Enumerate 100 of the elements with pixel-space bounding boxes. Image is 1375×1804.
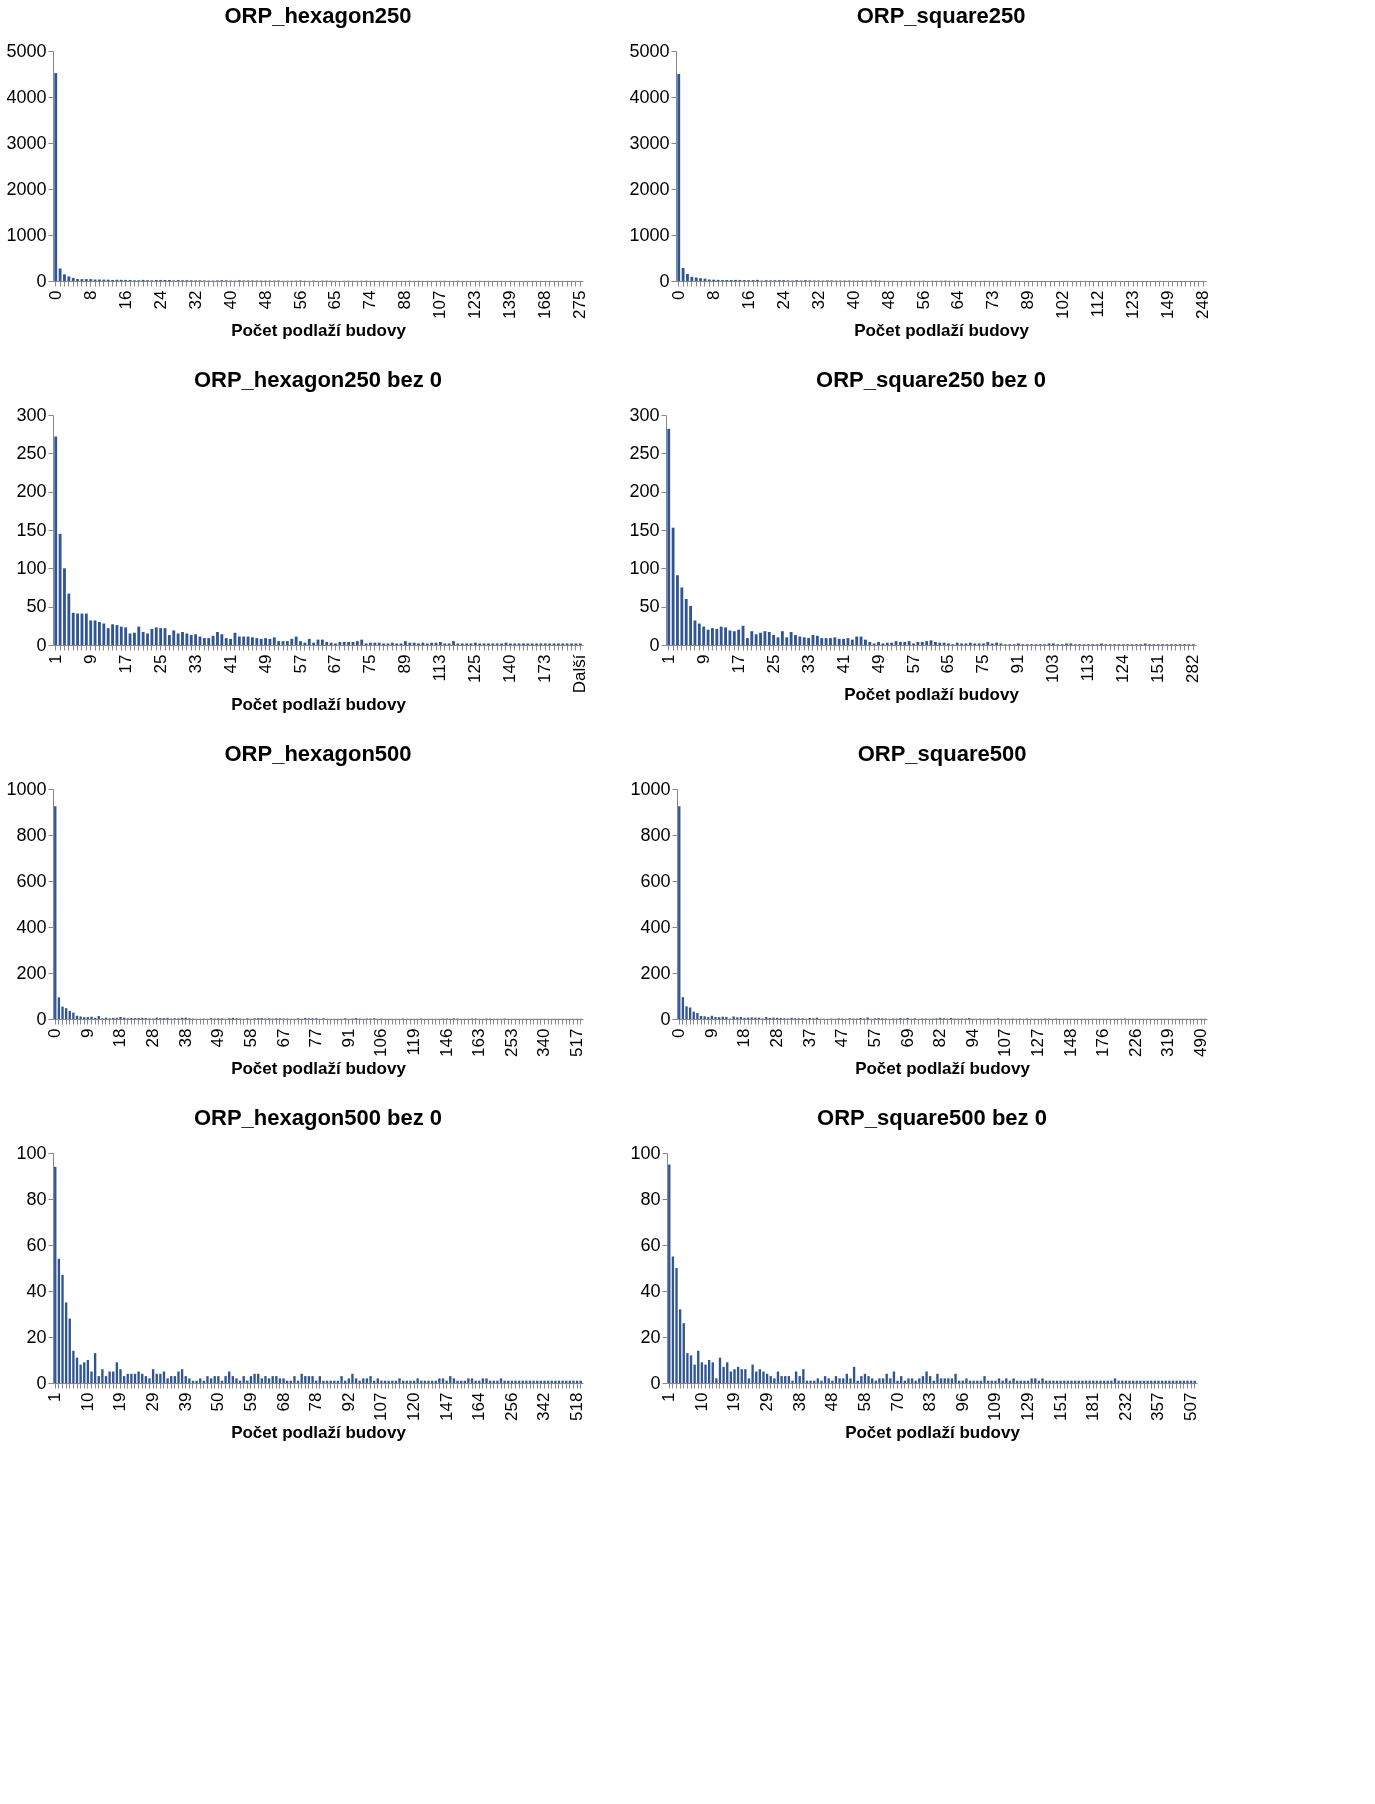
- y-tick-label: 20: [26, 1326, 47, 1347]
- bar: [467, 1378, 470, 1383]
- bar: [264, 1376, 267, 1383]
- x-tick-label: 68: [273, 1392, 293, 1412]
- bar: [850, 639, 854, 645]
- x-tick-label: 59: [240, 1392, 260, 1412]
- y-tick-label: 200: [16, 481, 47, 502]
- chart-title: ORP_hexagon500: [224, 741, 412, 766]
- x-tick-label: 18: [110, 1028, 130, 1048]
- bar: [759, 632, 762, 645]
- x-tick-label: 19: [724, 1392, 744, 1412]
- bar: [206, 1376, 209, 1383]
- bar: [188, 1378, 191, 1383]
- bar: [177, 1371, 180, 1383]
- x-tick-label: 58: [240, 1028, 260, 1048]
- y-tick-label: 40: [26, 1280, 47, 1301]
- bar: [224, 638, 228, 645]
- bar: [1099, 1380, 1102, 1383]
- bar: [918, 1378, 921, 1383]
- bar: [972, 1380, 975, 1383]
- x-tick-label: 107: [371, 1392, 391, 1421]
- x-tick-label: 340: [534, 1028, 554, 1057]
- y-tick-label: 100: [629, 557, 660, 578]
- bar: [1175, 1380, 1178, 1383]
- x-tick-label: 146: [436, 1028, 456, 1057]
- x-tick-label: 33: [798, 654, 818, 674]
- bar: [1186, 1380, 1189, 1383]
- bar: [362, 1378, 365, 1383]
- x-tick-label: 18: [734, 1028, 754, 1048]
- x-tick-label: 149: [1158, 290, 1178, 319]
- bar: [824, 638, 828, 645]
- bar: [340, 1376, 343, 1383]
- bar: [671, 527, 675, 645]
- x-tick-label: 102: [1053, 290, 1073, 319]
- bar: [794, 635, 797, 645]
- bar: [358, 1380, 361, 1383]
- x-tick-label: 89: [395, 654, 415, 674]
- bar: [209, 1378, 213, 1383]
- x-tick-label: 38: [175, 1028, 195, 1048]
- bar: [802, 637, 806, 645]
- y-tick-label: 800: [640, 824, 671, 845]
- bar: [294, 636, 298, 645]
- bar: [780, 631, 784, 645]
- bar: [277, 641, 281, 645]
- x-tick-label: 490: [1191, 1028, 1211, 1057]
- bar: [285, 641, 289, 645]
- x-tick-label: 32: [185, 290, 205, 310]
- bar: [997, 1378, 1001, 1383]
- y-tick-label: 1000: [6, 224, 47, 245]
- x-tick-label: 124: [1113, 654, 1133, 683]
- x-tick-label: 9: [693, 654, 713, 664]
- bar: [503, 1380, 506, 1383]
- x-tick-label: 1: [659, 1392, 679, 1402]
- bar: [108, 1371, 111, 1383]
- x-axis-title: Počet podlaží budovy: [231, 695, 407, 715]
- x-tick-label: 39: [175, 1392, 195, 1412]
- x-tick-label: 109: [985, 1392, 1005, 1421]
- bar: [920, 641, 924, 645]
- x-tick-label: 319: [1158, 1028, 1178, 1057]
- bar: [499, 1378, 503, 1383]
- bar: [554, 1380, 557, 1383]
- y-tick-label: 400: [16, 916, 47, 937]
- bar: [820, 638, 824, 645]
- x-tick-label: 67: [325, 654, 345, 674]
- x-tick-label: 256: [501, 1392, 521, 1421]
- bar: [714, 1016, 717, 1019]
- x-tick-label: 518: [567, 1392, 587, 1421]
- y-tick-label: 300: [16, 404, 47, 425]
- bar: [452, 641, 455, 645]
- y-tick-label: 1000: [6, 778, 47, 799]
- bar: [1081, 1380, 1084, 1383]
- bar: [159, 1373, 162, 1383]
- bar: [925, 1371, 928, 1383]
- x-tick-label: 38: [789, 1392, 809, 1412]
- bar: [936, 1373, 939, 1383]
- x-tick-label: 168: [535, 290, 555, 319]
- bar: [137, 626, 141, 645]
- x-tick-label: 106: [371, 1028, 391, 1057]
- x-tick-label: 112: [1088, 290, 1108, 318]
- x-axis-title: Počet podlaží budovy: [844, 684, 1020, 704]
- bar: [762, 1371, 765, 1383]
- bar: [910, 1378, 914, 1383]
- bar: [877, 641, 880, 645]
- bar: [54, 73, 58, 281]
- x-tick-label: 49: [868, 654, 888, 674]
- bar: [58, 533, 62, 645]
- chart-title: ORP_square500 bez 0: [817, 1105, 1047, 1130]
- bar: [677, 74, 681, 281]
- x-tick-label: 248: [1193, 290, 1213, 319]
- bar: [860, 1376, 863, 1383]
- x-tick-label: 77: [306, 1028, 326, 1048]
- x-tick-label: 65: [938, 654, 958, 674]
- x-tick-label: 48: [878, 290, 898, 310]
- bar: [119, 626, 123, 645]
- x-tick-label: 9: [701, 1028, 721, 1038]
- bar: [842, 638, 845, 645]
- bar: [1113, 1378, 1117, 1383]
- bar: [398, 1378, 401, 1383]
- bar: [404, 641, 407, 645]
- bar: [947, 1378, 950, 1383]
